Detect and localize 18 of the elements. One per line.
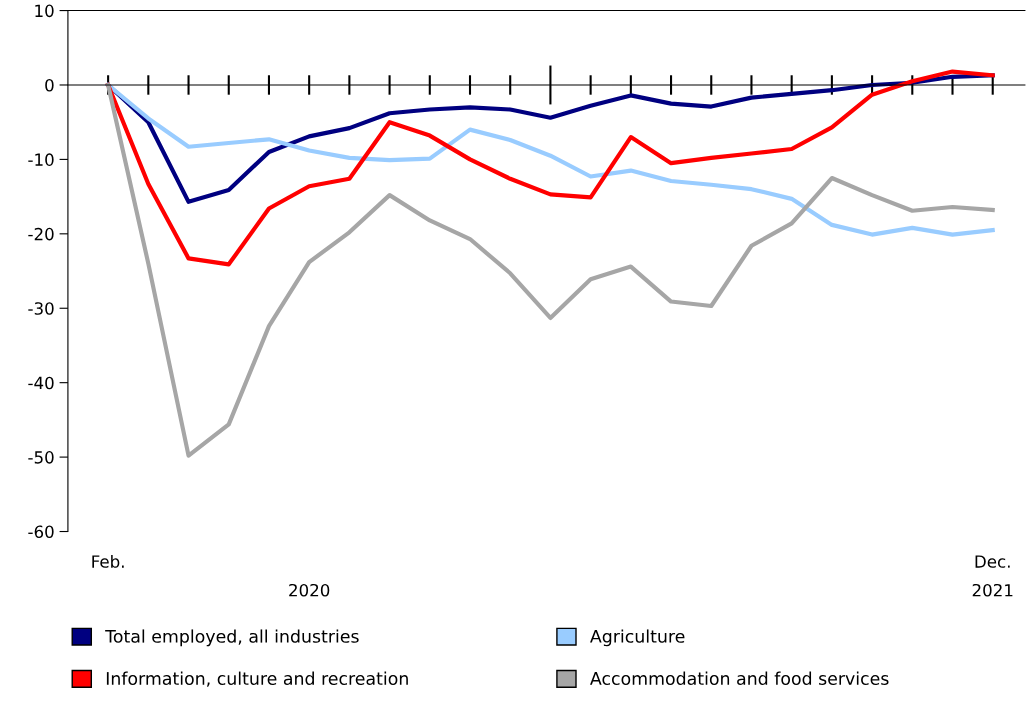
line-series <box>106 82 995 237</box>
y-tick-label: -30 <box>28 302 54 315</box>
legend-label: Total employed, all industries <box>105 629 359 647</box>
y-tick-label: -50 <box>28 451 54 464</box>
y-tick-label: 0 <box>45 78 54 92</box>
text: 2021 <box>972 583 1013 597</box>
text: 2020 <box>289 583 330 597</box>
y-tick-label: -60 <box>28 525 54 539</box>
legend-label: Information, culture and recreation <box>106 671 408 687</box>
y-tick-label: -40 <box>28 376 54 390</box>
legend-label: Agriculture <box>590 629 685 647</box>
line-series <box>106 82 995 458</box>
y-tick-label: -10 <box>28 153 54 166</box>
legend-label: Accommodation and food services <box>590 671 889 686</box>
x-tick-label: Dec. <box>975 555 1010 568</box>
y-tick-label: 10 <box>35 4 54 18</box>
y-tick-label: -20 <box>28 227 54 241</box>
x-tick-label: Feb. <box>92 554 124 568</box>
